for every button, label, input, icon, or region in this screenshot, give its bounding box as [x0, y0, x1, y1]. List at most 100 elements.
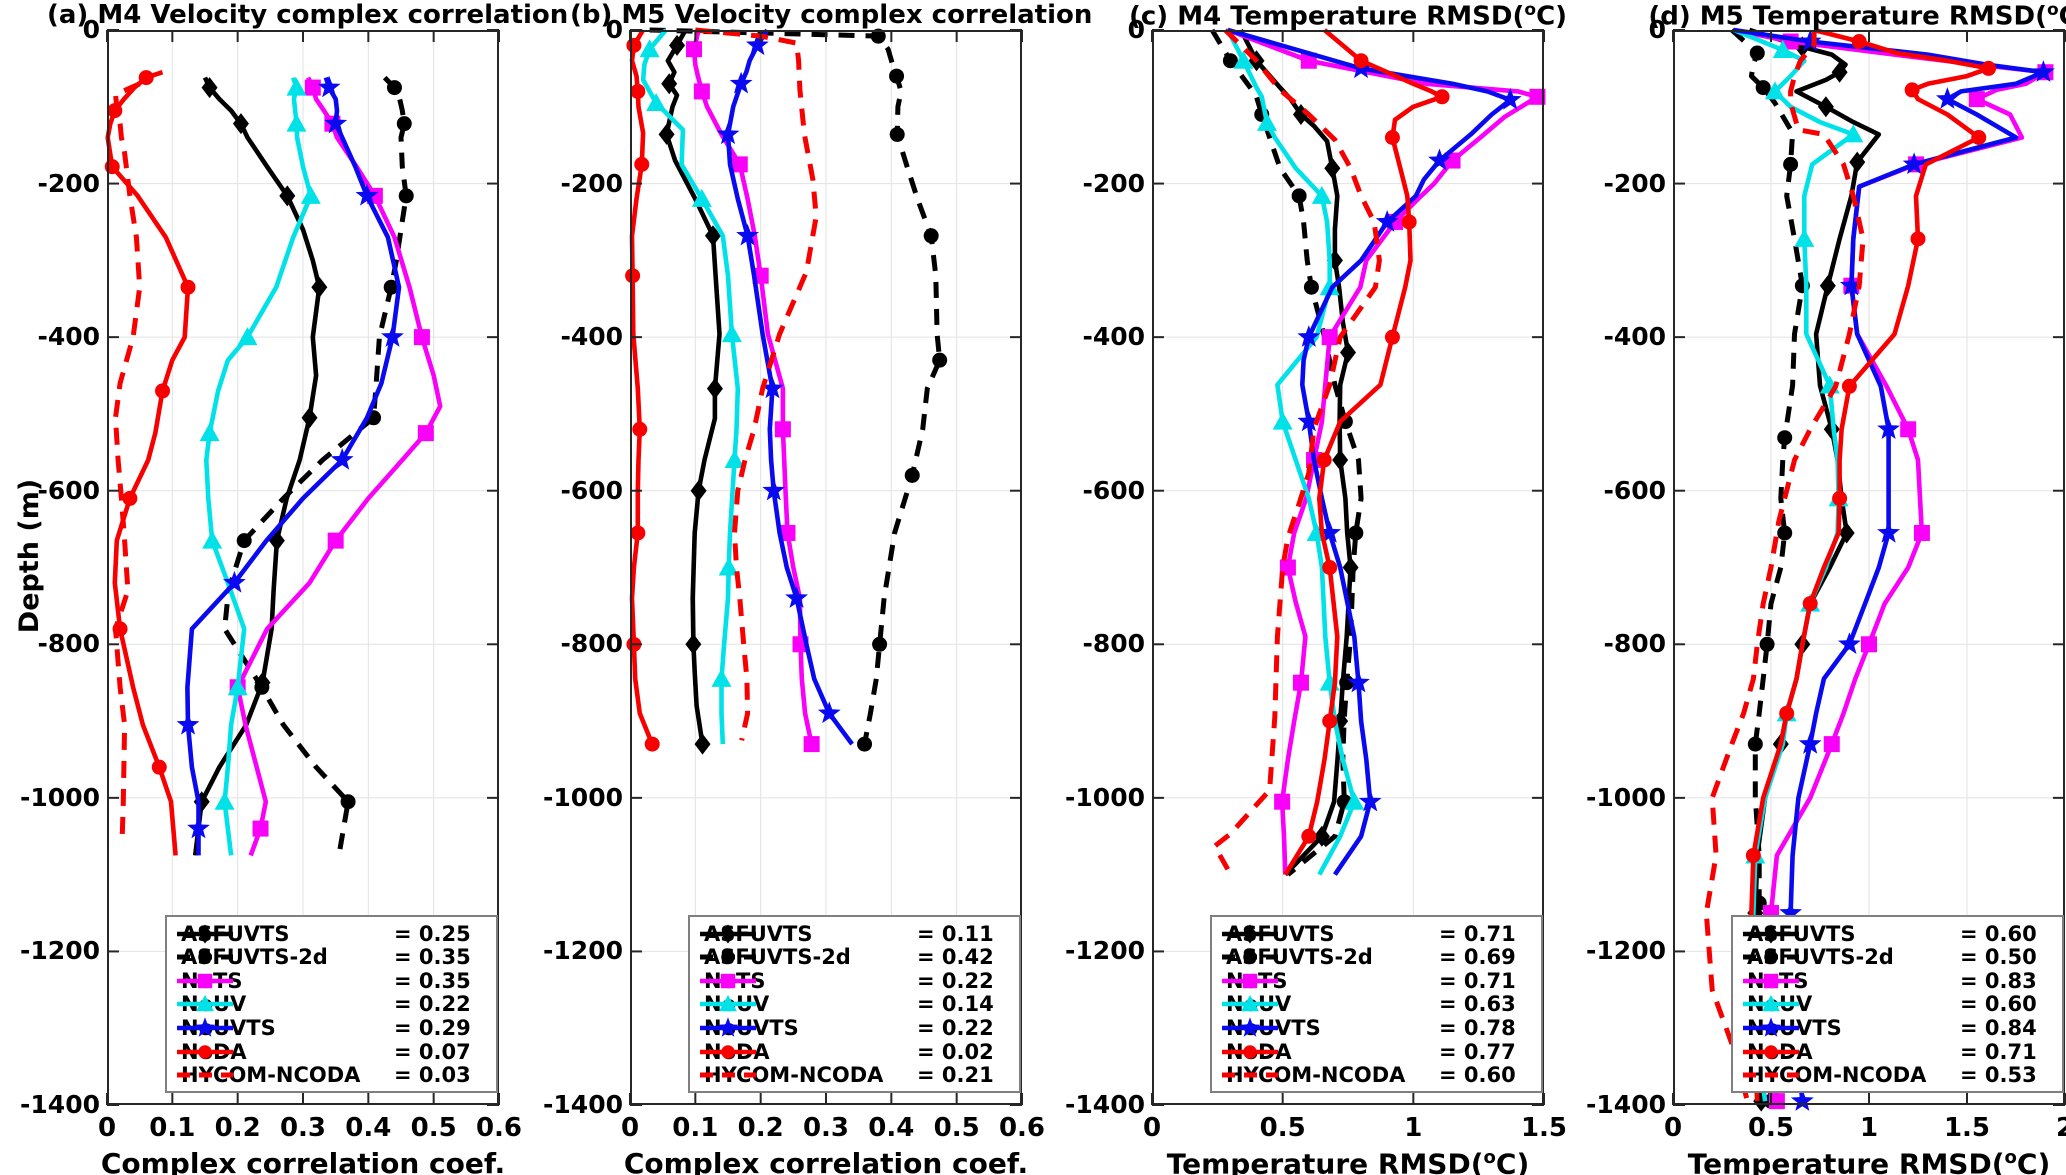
marker-dot: [138, 70, 154, 86]
marker-triangle: [1794, 228, 1815, 247]
marker-dot: [630, 83, 646, 99]
series-line-HYCOM-NCODA: [1212, 28, 1382, 871]
marker-triangle: [724, 450, 745, 468]
y-tick-label: -1400: [20, 1090, 100, 1119]
marker-diamond: [279, 185, 296, 207]
marker-diamond: [706, 378, 723, 400]
x-tick-label: 0.2: [737, 1113, 784, 1143]
legend-sample-NoUVTS: [1222, 1017, 1278, 1037]
legend-entry: HYCOM-NCODA = 0.53: [1741, 1063, 2052, 1088]
marker-square: [1529, 88, 1546, 105]
marker-star: [1838, 632, 1861, 654]
marker-dot: [1243, 1044, 1257, 1059]
marker-triangle: [719, 995, 737, 1012]
marker-triangle: [1311, 185, 1332, 204]
legend-sample-NoDA: [177, 1044, 233, 1059]
legend-value: = 0.03: [394, 1063, 471, 1088]
marker-circle: [1747, 736, 1763, 752]
marker-star: [330, 448, 354, 470]
marker-star: [1798, 732, 1822, 754]
legend-entry: NoUV = 0.14: [698, 992, 1009, 1016]
marker-dot: [104, 159, 120, 175]
legend-entry: NoDA = 0.07: [175, 1040, 486, 1064]
legend-sample-NoDA: [700, 1044, 756, 1059]
marker-star: [1428, 148, 1451, 171]
marker-dot: [198, 1044, 212, 1059]
legend-sample-HYCOM-NCODA: [700, 1072, 756, 1078]
y-tick-label: -400: [560, 322, 623, 352]
marker-circle: [340, 794, 356, 810]
y-tick-label: -1400: [543, 1090, 623, 1119]
panel-title-c: (c) M4 Temperature RMSD(oC): [1128, 0, 1568, 32]
marker-dot: [155, 383, 171, 399]
x-tick-label: 0: [1663, 1113, 1683, 1143]
marker-square: [803, 736, 820, 753]
marker-triangle: [202, 530, 223, 549]
x-tick-label: 0.2: [214, 1113, 261, 1143]
marker-dot: [122, 490, 138, 506]
marker-star: [1936, 87, 1959, 109]
marker-dot: [1910, 231, 1926, 247]
legend-value: = 0.02: [917, 1039, 994, 1064]
x-tick-label: 1: [1404, 1113, 1423, 1143]
legend-entry: NoTS= 0.83: [1741, 969, 2052, 993]
marker-diamond: [1763, 924, 1779, 944]
legend-sample-NoTS: [1743, 973, 1799, 989]
marker-star: [223, 570, 246, 593]
marker-square: [197, 973, 213, 989]
marker-star: [1760, 1017, 1782, 1037]
panel-a-plot: [104, 29, 500, 1106]
marker-square: [779, 524, 796, 541]
legend-sample-NoDA: [1743, 1044, 1799, 1059]
legend-sample-HYCOM-NCODA: [177, 1072, 233, 1078]
legend-sample-NoUVTS: [1743, 1017, 1799, 1037]
marker-dot: [1764, 1044, 1778, 1059]
marker-dot: [1434, 89, 1450, 105]
marker-square: [1861, 636, 1877, 653]
marker-dot: [625, 268, 641, 284]
panel-title-a: (a) M4 Velocity complex correlation: [47, 0, 569, 30]
legend-sample-ASFUVTS-2d: [177, 950, 233, 965]
legend-value: = 0.22: [917, 1016, 994, 1041]
marker-square: [1900, 421, 1917, 438]
marker-diamond: [661, 73, 678, 95]
marker-triangle: [1764, 81, 1785, 100]
marker-square: [731, 156, 748, 173]
y-tick-label: -800: [1603, 629, 1666, 659]
marker-star: [2032, 60, 2055, 82]
legend-sample-NoTS: [700, 973, 756, 989]
legend-sample-NoUV: [177, 995, 233, 1012]
marker-square: [693, 83, 710, 100]
legend-entry: HYCOM-NCODA = 0.60: [1220, 1063, 1531, 1087]
series-line-NoUVTS: [725, 28, 854, 746]
legend-entry: NoTS= 0.71: [1220, 969, 1531, 993]
marker-triangle: [286, 113, 307, 132]
marker-star: [717, 1017, 739, 1037]
marker-dot: [1981, 60, 1997, 76]
x-tick-label: 1.5: [1520, 1113, 1568, 1143]
y-tick-label: -1000: [20, 782, 100, 812]
marker-dot: [632, 421, 648, 437]
marker-dot: [1301, 828, 1317, 844]
marker-diamond: [1849, 151, 1866, 173]
marker-star: [817, 701, 841, 724]
legend-entry: NoUV = 0.22: [175, 992, 486, 1016]
legend-value: = 0.53: [1960, 1063, 2037, 1088]
marker-square: [686, 41, 703, 58]
legend-entry: NoUVTS = 0.78: [1220, 1016, 1531, 1040]
legend-entry: ASFUVTS-2d = 0.50: [1741, 945, 2052, 969]
legend-value: = 0.69: [1439, 945, 1516, 970]
marker-star: [194, 1017, 216, 1037]
legend-sample-ASFUVTS: [1222, 924, 1278, 944]
marker-diamond: [1242, 924, 1258, 944]
marker-circle: [889, 126, 905, 142]
legend-entry: ASFUVTS = 0.25: [175, 922, 486, 946]
y-tick-label: 0: [1648, 15, 1666, 44]
marker-triangle: [718, 557, 739, 576]
marker-star: [1798, 29, 1822, 52]
x-tick-label: 0.1: [149, 1113, 196, 1143]
y-tick-label: -600: [1082, 475, 1145, 505]
x-axis-title-c: Temperature RMSD(oC): [1166, 1147, 1530, 1175]
marker-dot: [1384, 329, 1400, 345]
